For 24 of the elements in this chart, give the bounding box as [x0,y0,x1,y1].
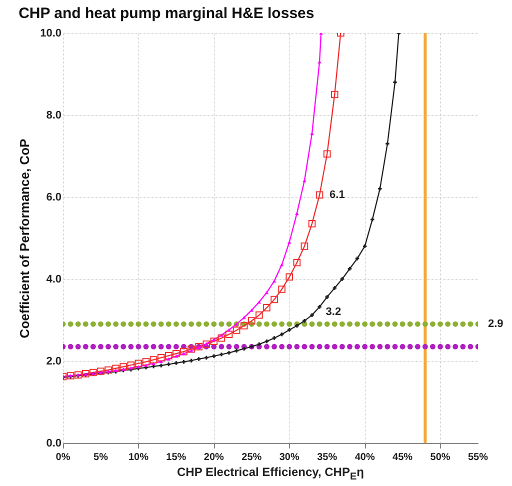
x-tick-label: 45% [392,452,413,463]
y-tick-label: 6.0 [46,192,62,204]
x-tick-label: 35% [317,452,338,463]
x-tick-label: 10% [128,452,149,463]
x-tick-label: 0% [56,452,70,463]
x-axis-title: CHP Electrical Efficiency, CHP$_{E}$η [176,465,365,482]
y-tick-label: 4.0 [46,274,62,286]
x-tick-label: 40% [354,452,375,463]
annotation: 3.2 [326,306,342,318]
y-tick-label: 8.0 [46,110,62,122]
x-tick-label: 30% [279,452,300,463]
y-axis-title: Coefficient of Performance, CoP [17,138,32,338]
x-tick-label: 50% [430,452,450,463]
x-tick-label: 25% [242,452,262,463]
annotation: 2.9 [488,318,504,330]
x-tick-label: 55% [468,452,488,463]
y-tick-label: 2.0 [46,356,62,368]
x-tick-label: 15% [166,452,186,463]
chart-title: CHP and heat pump marginal H&E losses [18,5,314,22]
x-tick-label: 5% [94,452,108,463]
y-tick-label: 0.0 [46,438,62,450]
y-tick-label: 10.0 [40,28,62,40]
x-tick-label: 20% [204,452,224,463]
annotation: 6.1 [330,188,345,201]
